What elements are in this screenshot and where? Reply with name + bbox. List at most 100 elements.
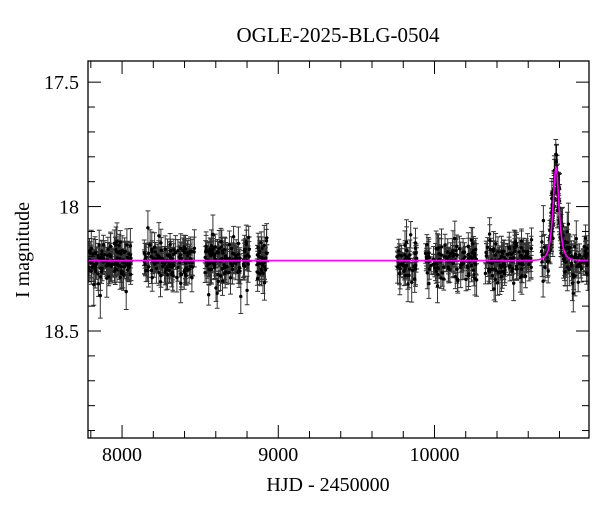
data-point xyxy=(209,267,214,271)
data-point xyxy=(459,263,463,267)
data-point xyxy=(541,218,546,223)
data-point xyxy=(492,287,496,291)
data-point xyxy=(191,265,195,269)
data-point xyxy=(265,251,269,255)
data-point xyxy=(519,267,524,271)
data-point xyxy=(408,253,412,257)
data-point xyxy=(463,255,467,259)
data-point xyxy=(256,245,260,250)
model-curve-group xyxy=(88,165,589,262)
data-point xyxy=(207,262,211,266)
data-point xyxy=(172,248,176,252)
data-point xyxy=(513,241,517,245)
data-point xyxy=(585,261,589,265)
data-point xyxy=(159,248,163,253)
data-point xyxy=(571,272,575,277)
data-point xyxy=(231,235,236,239)
data-point xyxy=(243,249,247,254)
data-point xyxy=(259,241,263,245)
data-point xyxy=(255,276,260,281)
data-point xyxy=(409,233,413,237)
data-point xyxy=(439,245,444,249)
data-point xyxy=(550,196,554,201)
data-point xyxy=(142,251,146,255)
data-point xyxy=(510,269,514,273)
data-point xyxy=(107,275,111,279)
data-point xyxy=(495,281,500,285)
data-point xyxy=(207,267,211,272)
data-point xyxy=(442,265,446,269)
data-point xyxy=(183,272,188,277)
data-point xyxy=(403,264,407,269)
data-point xyxy=(115,256,119,260)
data-point xyxy=(96,272,100,276)
data-point xyxy=(117,243,121,248)
data-point xyxy=(424,255,429,259)
data-point xyxy=(461,250,465,255)
data-point xyxy=(509,252,513,256)
data-point xyxy=(215,250,220,254)
data-point xyxy=(183,246,187,250)
data-point xyxy=(546,269,550,273)
data-point xyxy=(540,249,544,253)
data-point xyxy=(403,243,407,247)
data-point xyxy=(499,254,504,259)
data-point xyxy=(426,251,430,255)
data-point xyxy=(501,261,506,265)
data-point xyxy=(545,255,549,260)
data-point xyxy=(263,256,268,260)
data-point xyxy=(216,279,221,284)
data-point xyxy=(115,268,119,272)
data-point xyxy=(265,236,269,240)
data-point xyxy=(108,253,112,257)
data-point xyxy=(453,236,457,241)
data-point xyxy=(260,246,264,250)
data-point xyxy=(435,265,440,270)
data-point xyxy=(453,275,457,279)
data-point xyxy=(228,276,233,280)
data-point xyxy=(231,267,235,272)
data-point xyxy=(146,265,151,269)
data-point xyxy=(99,252,104,256)
data-point xyxy=(470,251,474,255)
data-point xyxy=(182,250,186,254)
data-point xyxy=(499,264,503,268)
data-point xyxy=(214,286,218,290)
data-point xyxy=(467,272,471,276)
data-point xyxy=(220,245,224,249)
frame-rect xyxy=(87,60,590,439)
data-point xyxy=(514,264,519,268)
data-point xyxy=(410,280,414,284)
data-point xyxy=(508,256,512,261)
data-point xyxy=(540,260,544,264)
data-point xyxy=(511,266,515,271)
data-point xyxy=(490,273,495,278)
data-point xyxy=(146,251,151,256)
data-point xyxy=(237,265,242,270)
data-point xyxy=(112,269,117,273)
data-point xyxy=(572,275,576,279)
data-point xyxy=(262,243,266,248)
data-point xyxy=(586,273,589,277)
data-point xyxy=(521,249,526,253)
data-point xyxy=(413,251,417,255)
data-point xyxy=(204,248,208,252)
data-point xyxy=(123,261,127,265)
data-point xyxy=(93,266,97,270)
data-point xyxy=(212,254,216,258)
data-point xyxy=(457,247,462,251)
data-point xyxy=(447,254,451,259)
data-point xyxy=(98,275,103,279)
data-point xyxy=(145,268,149,273)
data-point xyxy=(96,282,101,286)
data-point xyxy=(501,251,505,256)
data-point xyxy=(525,249,530,254)
data-point xyxy=(543,265,547,269)
data-point xyxy=(211,232,215,236)
data-point xyxy=(168,249,173,253)
x-tick-label: 8000 xyxy=(102,444,142,466)
plot-frame-group xyxy=(87,60,590,439)
data-point xyxy=(503,268,507,272)
data-point xyxy=(143,262,147,267)
data-point xyxy=(227,270,231,275)
